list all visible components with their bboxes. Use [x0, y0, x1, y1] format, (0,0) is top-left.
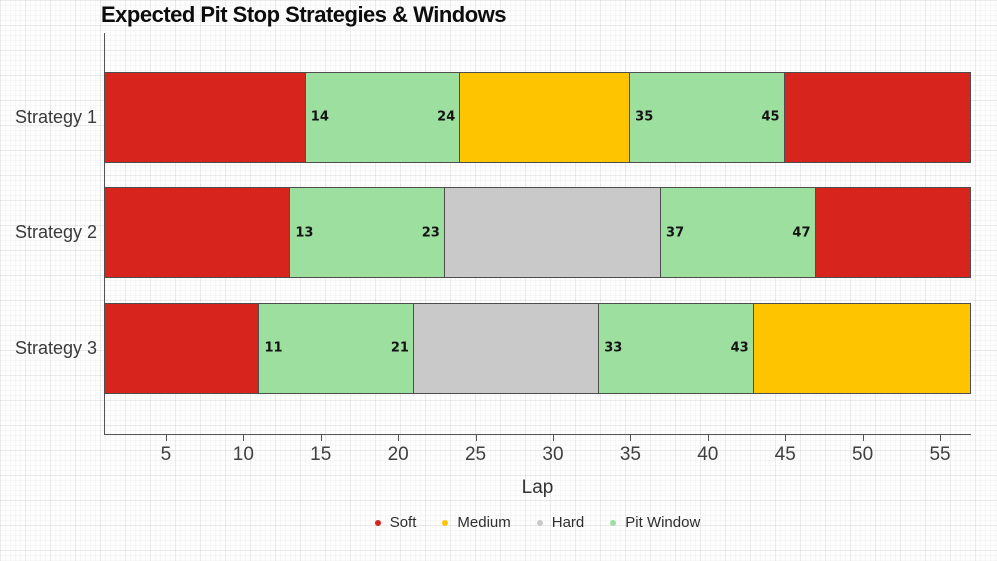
bar-segment-soft — [105, 188, 291, 277]
x-axis-tick-label: 15 — [310, 444, 332, 465]
legend-dot-icon — [610, 519, 617, 526]
legend-dot-icon — [536, 519, 543, 526]
category-label: Strategy 3 — [14, 337, 97, 358]
category-label: Strategy 2 — [14, 222, 97, 242]
x-axis-tick — [243, 434, 245, 441]
legend-item: Soft — [374, 514, 417, 531]
x-axis-tick-label: 40 — [697, 444, 719, 465]
x-axis-tick — [475, 434, 477, 441]
x-axis-tick — [320, 434, 322, 441]
bar-segment-pit-window: 35 45 — [630, 72, 785, 162]
bar-segment-pit-window: 33 43 — [599, 303, 754, 393]
x-axis-tick-label: 50 — [852, 444, 874, 465]
segment-start-lap: 13 — [295, 225, 314, 240]
segment-end-lap: 45 — [761, 109, 780, 125]
x-axis-tick-label: 35 — [619, 444, 641, 465]
segment-end-lap: 23 — [421, 225, 440, 240]
category-label: Strategy 1 — [14, 106, 97, 127]
segment-start-lap: 35 — [635, 109, 654, 125]
x-axis-tick-label: 25 — [464, 444, 487, 465]
legend-label: Pit Window — [625, 514, 701, 531]
x-axis-tick-label: 20 — [387, 444, 409, 465]
x-axis-tick — [707, 434, 709, 441]
segment-start-lap: 14 — [310, 109, 329, 125]
x-axis-tick-label: 55 — [929, 444, 951, 465]
x-axis-tick — [630, 434, 632, 441]
x-axis-tick — [552, 434, 554, 441]
x-axis-tick — [165, 434, 167, 441]
x-axis-title: Lap — [521, 477, 554, 498]
bar-segment-soft — [105, 72, 306, 162]
x-axis-tick-label: 5 — [160, 444, 172, 465]
x-axis-tick-label: 10 — [232, 444, 254, 465]
legend-dot-icon — [374, 519, 381, 526]
bar-segment-hard — [413, 303, 600, 393]
strategy-bar: 14 24 35 45 — [104, 71, 971, 163]
bar-segment-medium — [460, 72, 631, 162]
legend: Soft Medium Hard Pit Window — [104, 514, 971, 531]
bar-segment-soft — [784, 72, 970, 162]
segment-end-lap: 47 — [792, 225, 811, 240]
legend-label: Soft — [389, 514, 417, 531]
x-axis-tick-label: 45 — [774, 444, 796, 465]
legend-label: Medium — [457, 514, 511, 531]
legend-dot-icon — [442, 519, 449, 526]
x-axis-line — [104, 434, 971, 435]
bar-segment-pit-window: 37 47 — [661, 188, 816, 277]
strategy-bar: 13 23 37 47 — [104, 187, 971, 278]
bar-segment-pit-window: 14 24 — [305, 72, 461, 162]
legend-item: Pit Window — [610, 514, 700, 531]
bar-segment-pit-window: 11 21 — [259, 303, 414, 393]
segment-end-lap: 21 — [390, 340, 409, 356]
strategy-bar: 11 21 33 43 — [104, 302, 971, 394]
segment-end-lap: 43 — [730, 340, 749, 356]
x-axis-tick — [940, 434, 942, 441]
segment-start-lap: 37 — [666, 225, 685, 240]
x-axis-tick — [398, 434, 400, 441]
chart-title: Expected Pit Stop Strategies & Windows — [101, 2, 506, 27]
segment-end-lap: 24 — [437, 109, 456, 125]
segment-start-lap: 33 — [604, 340, 623, 356]
bar-segment-soft — [815, 188, 970, 277]
x-axis-tick — [862, 434, 864, 441]
legend-label: Hard — [551, 514, 585, 531]
x-axis-tick — [785, 434, 787, 441]
bar-segment-soft — [105, 303, 260, 393]
legend-item: Medium — [442, 514, 511, 531]
legend-item: Hard — [536, 514, 585, 531]
segment-start-lap: 11 — [264, 340, 283, 356]
bar-segment-medium — [753, 303, 970, 393]
bar-segment-hard — [444, 188, 662, 277]
bar-segment-pit-window: 13 23 — [290, 188, 445, 277]
x-axis-tick-label: 30 — [542, 444, 564, 465]
